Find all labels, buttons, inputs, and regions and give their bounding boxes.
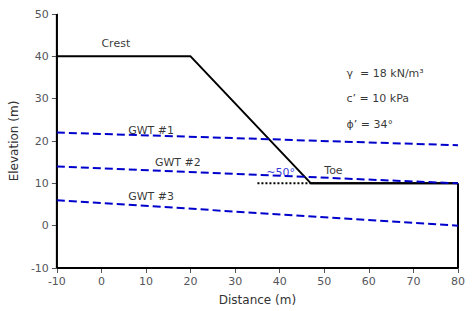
svg-text:10: 10 <box>139 275 153 288</box>
svg-text:0: 0 <box>42 219 49 232</box>
svg-text:30: 30 <box>35 92 49 105</box>
svg-text:~50°: ~50° <box>266 166 295 179</box>
svg-text:40: 40 <box>273 275 287 288</box>
svg-text:20: 20 <box>35 135 49 148</box>
svg-text:-10: -10 <box>31 262 49 275</box>
svg-text:80: 80 <box>451 275 465 288</box>
svg-text:50: 50 <box>317 275 331 288</box>
svg-text:30: 30 <box>228 275 242 288</box>
svg-text:γ = 18 kN/m³: γ = 18 kN/m³ <box>347 67 424 80</box>
svg-text:0: 0 <box>98 275 105 288</box>
svg-text:20: 20 <box>184 275 198 288</box>
svg-text:c’ = 10 kPa: c’ = 10 kPa <box>347 92 410 105</box>
svg-text:Elevation (m): Elevation (m) <box>7 101 21 182</box>
svg-text:50: 50 <box>35 8 49 21</box>
svg-text:Distance (m): Distance (m) <box>219 293 296 307</box>
svg-text:70: 70 <box>406 275 420 288</box>
svg-text:GWT #1: GWT #1 <box>128 124 174 137</box>
svg-text:10: 10 <box>35 177 49 190</box>
svg-text:Crest: Crest <box>101 37 130 50</box>
svg-text:-10: -10 <box>48 275 66 288</box>
svg-text:GWT #3: GWT #3 <box>128 190 174 203</box>
svg-text:GWT #2: GWT #2 <box>155 156 201 169</box>
svg-text:40: 40 <box>35 50 49 63</box>
svg-text:ϕ’ = 34°: ϕ’ = 34° <box>347 118 393 131</box>
svg-text:60: 60 <box>362 275 376 288</box>
svg-text:Toe: Toe <box>323 164 343 177</box>
